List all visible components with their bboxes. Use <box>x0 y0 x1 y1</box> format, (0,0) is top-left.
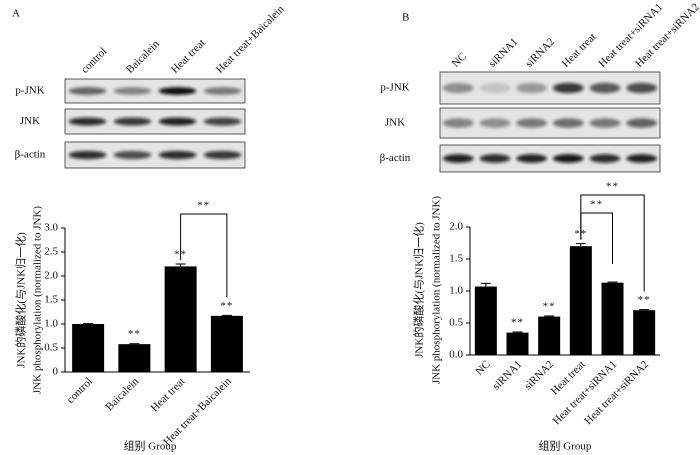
blot-band <box>516 118 548 128</box>
y-tick-label: 0.5 <box>449 317 463 329</box>
x-axis-label: 组别 Group <box>124 439 177 453</box>
significance: ** <box>543 300 556 312</box>
blot-band <box>158 150 197 160</box>
blot-band <box>626 154 658 163</box>
bar <box>210 315 243 372</box>
y-tick-label: 1.0 <box>449 285 463 297</box>
blot-band <box>113 87 152 95</box>
panel-label: B <box>402 12 409 24</box>
bar <box>474 286 497 355</box>
blot-band <box>479 154 511 163</box>
blot-band <box>113 117 152 126</box>
blot-band <box>479 82 511 94</box>
blot-panel <box>439 144 661 173</box>
blot-row-label: JNK <box>385 117 405 129</box>
blot-band <box>626 82 658 94</box>
blot-band <box>203 150 242 160</box>
blot-band <box>203 117 242 126</box>
bracket-label: ** <box>606 181 619 193</box>
panel-label: A <box>12 8 20 20</box>
y-axis-label: JNK phosphorylation (normalized to JNK) <box>431 196 443 385</box>
blot-band <box>552 82 584 94</box>
blot-band <box>442 154 474 163</box>
blot-row-label: β-actin <box>15 149 46 161</box>
blot-row-label: JNK <box>20 115 40 127</box>
bar <box>164 266 197 372</box>
bar <box>538 316 561 355</box>
blot-panel <box>439 71 661 105</box>
blot-band <box>479 118 511 128</box>
significance: ** <box>511 316 524 328</box>
blot-band <box>68 117 107 126</box>
bar <box>118 344 151 372</box>
significance: ** <box>638 294 651 306</box>
blot-band <box>442 118 474 128</box>
blot-band <box>589 118 621 128</box>
y-tick-label: 1.0 <box>44 318 58 330</box>
y-tick-label: 0.0 <box>449 349 463 361</box>
significance: ** <box>220 300 233 312</box>
blot-band <box>626 118 658 128</box>
blot-band <box>158 87 197 95</box>
y-tick-label: 3.0 <box>44 222 58 234</box>
blot-band <box>158 117 197 126</box>
y-tick-label: 1.5 <box>44 294 58 306</box>
y-tick-label: 2.0 <box>44 270 58 282</box>
significance: ** <box>128 328 141 340</box>
bracket <box>580 194 645 292</box>
blot-band <box>589 82 621 94</box>
blot-band <box>589 154 621 163</box>
y-axis-label: JNK的磷酸化(与JNK归一化) <box>412 222 426 358</box>
blot-band <box>113 150 152 160</box>
bracket-label: ** <box>590 199 603 211</box>
y-tick-label: 0.5 <box>44 342 58 354</box>
blot-band <box>516 82 548 94</box>
y-axis-label: JNK的磷酸化(与JNK归一化) <box>14 232 28 368</box>
y-tick-label: 2.5 <box>44 246 58 258</box>
blot-row-label: p-JNK <box>380 82 409 94</box>
y-tick-label: 2.0 <box>449 221 463 233</box>
blot-band <box>516 154 548 163</box>
blot-row-label: β-actin <box>380 152 411 164</box>
bar <box>506 332 529 355</box>
y-axis-label: JNK phosphorylation (normalized to JNK) <box>32 206 44 395</box>
blot-band <box>68 150 107 160</box>
x-axis-label: 组别 Group <box>539 439 592 453</box>
y-tick-label: 1.5 <box>449 253 463 265</box>
bar <box>601 282 624 355</box>
bar <box>633 310 656 355</box>
blot-band <box>442 82 474 94</box>
bracket-label: ** <box>197 200 210 212</box>
bar <box>72 324 105 372</box>
blot-band <box>203 87 242 95</box>
y-tick-label: 0 <box>53 366 59 378</box>
blot-row-label: p-JNK <box>15 85 44 97</box>
blot-panel <box>439 107 661 139</box>
bracket <box>180 213 228 298</box>
bar <box>569 246 592 355</box>
blot-band <box>552 118 584 128</box>
blot-band <box>68 87 107 95</box>
blot-band <box>552 154 584 163</box>
